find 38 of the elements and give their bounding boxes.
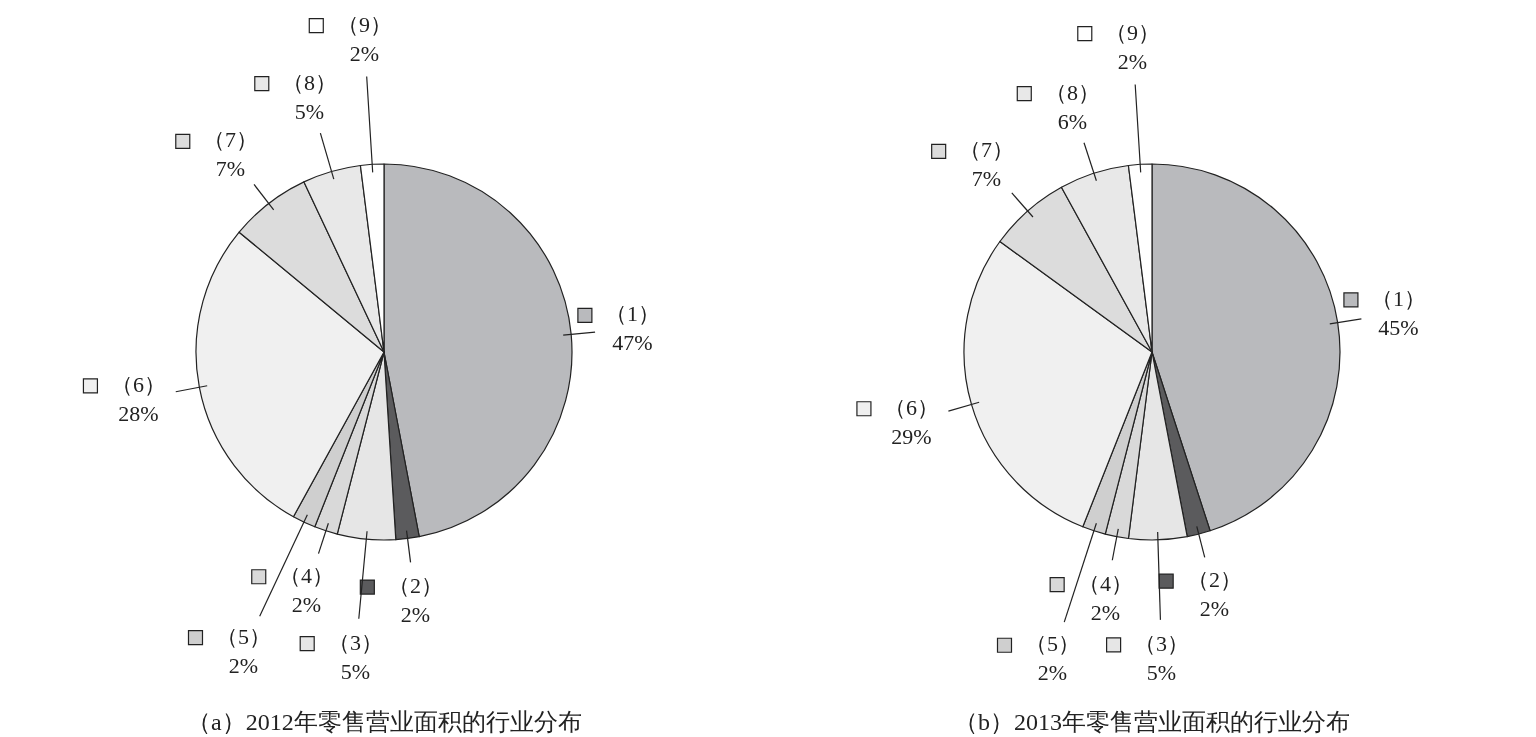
legend-label: （9）	[337, 12, 392, 37]
legend-label: （6）	[111, 372, 166, 397]
data-label: 29%	[891, 423, 932, 449]
data-label: 7%	[215, 155, 246, 181]
legend-label: （4）	[279, 563, 334, 588]
legend-label: （8）	[1045, 80, 1100, 105]
text: （a）2012年零售营业面积的行业分布	[187, 709, 582, 735]
data-label: 2%	[1117, 48, 1148, 74]
data-label: 2%	[1037, 659, 1068, 685]
legend-label: （2）	[1187, 567, 1242, 592]
data-label: 2%	[1199, 595, 1230, 621]
data-label: 6%	[1057, 108, 1088, 134]
legend-label: （7）	[203, 127, 258, 152]
legend-label: （6）	[884, 395, 939, 420]
legend-label: （4）	[1078, 571, 1133, 596]
data-label: 5%	[1146, 659, 1177, 685]
data-label: 2%	[349, 40, 380, 66]
data-label: 2%	[291, 591, 322, 617]
legend-label: （1）	[605, 301, 660, 326]
data-label: 28%	[118, 400, 159, 426]
data-label: 2%	[228, 652, 259, 678]
data-label: 45%	[1378, 314, 1419, 340]
legend-label: （9）	[1105, 20, 1160, 45]
legend-label: （5）	[1025, 631, 1080, 656]
legend-label: （1）	[1371, 286, 1426, 311]
data-label: 47%	[612, 329, 653, 355]
data-label: 2%	[1090, 599, 1121, 625]
data-label: 5%	[340, 658, 371, 684]
text: （b）2013年零售营业面积的行业分布	[954, 709, 1350, 735]
legend-label: （5）	[216, 624, 271, 649]
data-label: 7%	[971, 165, 1002, 191]
legend-label: （2）	[388, 573, 443, 598]
legend-label: （8）	[282, 70, 337, 95]
data-label: 2%	[400, 601, 431, 627]
legend-label: （7）	[959, 137, 1014, 162]
data-label: 5%	[294, 98, 325, 124]
legend-label: （3）	[328, 630, 383, 655]
legend-label: （3）	[1134, 631, 1189, 656]
